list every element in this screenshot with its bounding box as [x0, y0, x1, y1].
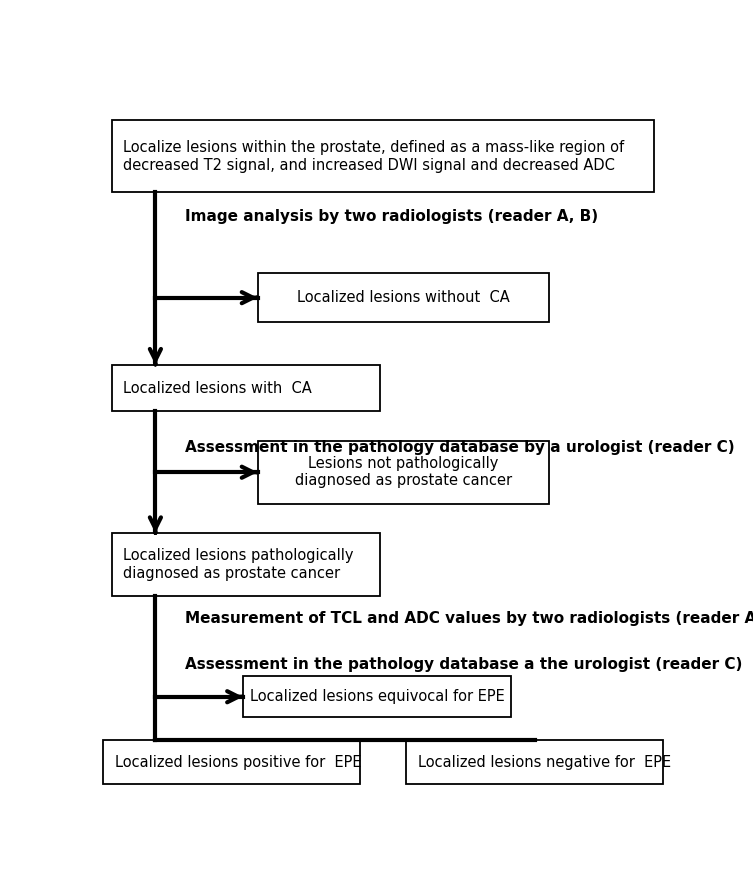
FancyBboxPatch shape [258, 273, 549, 323]
Text: Lesions not pathologically
diagnosed as prostate cancer: Lesions not pathologically diagnosed as … [295, 456, 512, 488]
FancyBboxPatch shape [111, 364, 380, 412]
Text: Image analysis by two radiologists (reader A, B): Image analysis by two radiologists (read… [184, 209, 598, 224]
FancyBboxPatch shape [243, 677, 511, 717]
Text: Localized lesions with  CA: Localized lesions with CA [123, 380, 312, 396]
FancyBboxPatch shape [407, 740, 663, 784]
Text: Localized lesions equivocal for EPE: Localized lesions equivocal for EPE [250, 689, 505, 704]
Text: Localized lesions negative for  EPE: Localized lesions negative for EPE [418, 755, 671, 770]
Text: Measurement of TCL and ADC values by two radiologists (reader A, B): Measurement of TCL and ADC values by two… [184, 611, 753, 626]
Text: Assessment in the pathology database by a urologist (reader C): Assessment in the pathology database by … [184, 440, 734, 455]
FancyBboxPatch shape [258, 441, 549, 504]
Text: Localized lesions pathologically
diagnosed as prostate cancer: Localized lesions pathologically diagnos… [123, 549, 354, 581]
Text: Localize lesions within the prostate, defined as a mass-like region of
decreased: Localize lesions within the prostate, de… [123, 140, 624, 172]
FancyBboxPatch shape [111, 533, 380, 597]
Text: Assessment in the pathology database a the urologist (reader C): Assessment in the pathology database a t… [184, 657, 742, 672]
FancyBboxPatch shape [111, 120, 654, 192]
Text: Localized lesions positive for  EPE: Localized lesions positive for EPE [114, 755, 361, 770]
Text: Localized lesions without  CA: Localized lesions without CA [297, 290, 510, 305]
FancyBboxPatch shape [103, 740, 360, 784]
